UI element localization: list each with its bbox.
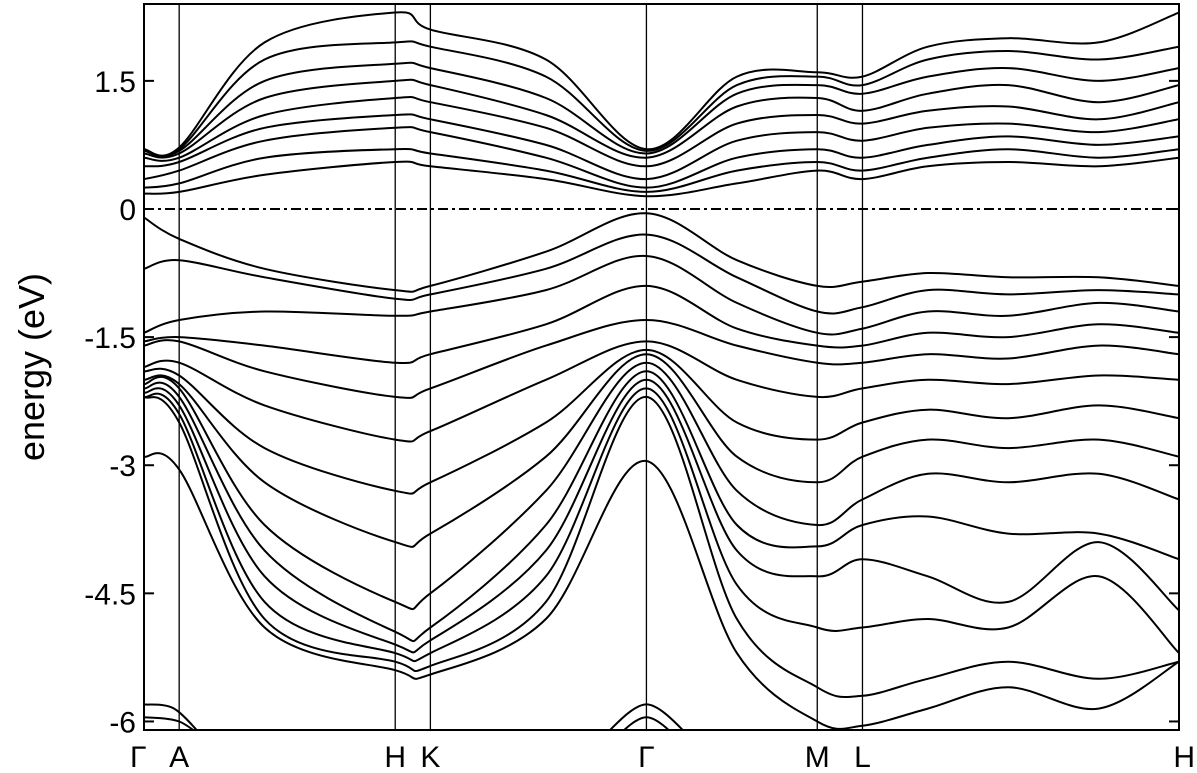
high-symmetry-lines (178, 4, 864, 730)
conduction-band-9 (144, 11, 1179, 157)
y-tick-label: 0 (119, 194, 136, 227)
valence-band-11 (144, 233, 1179, 315)
x-tick-label: K (420, 741, 440, 773)
conduction-band-4 (144, 113, 1179, 181)
conduction-band-1 (144, 156, 1179, 198)
conduction-band-8 (144, 40, 1179, 157)
valence-band-17 (144, 353, 1179, 548)
valence-band-22 (144, 395, 1179, 699)
conduction-band-5 (144, 96, 1179, 168)
x-tick-label: M (805, 741, 830, 773)
valence-band-23 (144, 452, 1179, 730)
y-tick-label: -4.5 (84, 578, 136, 611)
deep-band-24 (144, 703, 198, 730)
x-tick-label: A (169, 741, 189, 773)
x-tick-label: Γ (130, 741, 147, 773)
y-tick-label: -1.5 (84, 322, 136, 355)
valence-band-10 (144, 212, 1179, 293)
valence-band-12 (144, 254, 1179, 336)
valence-band-21 (144, 387, 1179, 663)
y-tick-label: -6 (109, 706, 136, 739)
conduction-band-6 (144, 78, 1179, 159)
y-tick-label: -3 (109, 450, 136, 483)
valence-band-18 (144, 361, 1179, 611)
x-tick-label: H (384, 741, 406, 773)
valence-band-15 (144, 340, 1179, 443)
plot-frame (143, 3, 1180, 731)
valence-band-14 (144, 319, 1179, 399)
conduction-band-2 (144, 148, 1179, 193)
bands-layer (144, 11, 1179, 730)
x-tick-label: H (1173, 741, 1195, 773)
valence-band-20 (144, 378, 1179, 654)
conduction-band-7 (144, 61, 1179, 158)
y-axis-title: energy (eV) (11, 273, 52, 461)
y-axis-ticks: 1.5 0 -1.5 -3 -4.5 -6 (84, 66, 1179, 739)
y-tick-label: 1.5 (94, 66, 136, 99)
valence-band-16 (144, 348, 1179, 495)
conduction-band-3 (144, 126, 1179, 189)
valence-band-13 (144, 284, 1179, 365)
x-tick-label: L (854, 741, 871, 773)
x-tick-label: Γ (638, 741, 655, 773)
